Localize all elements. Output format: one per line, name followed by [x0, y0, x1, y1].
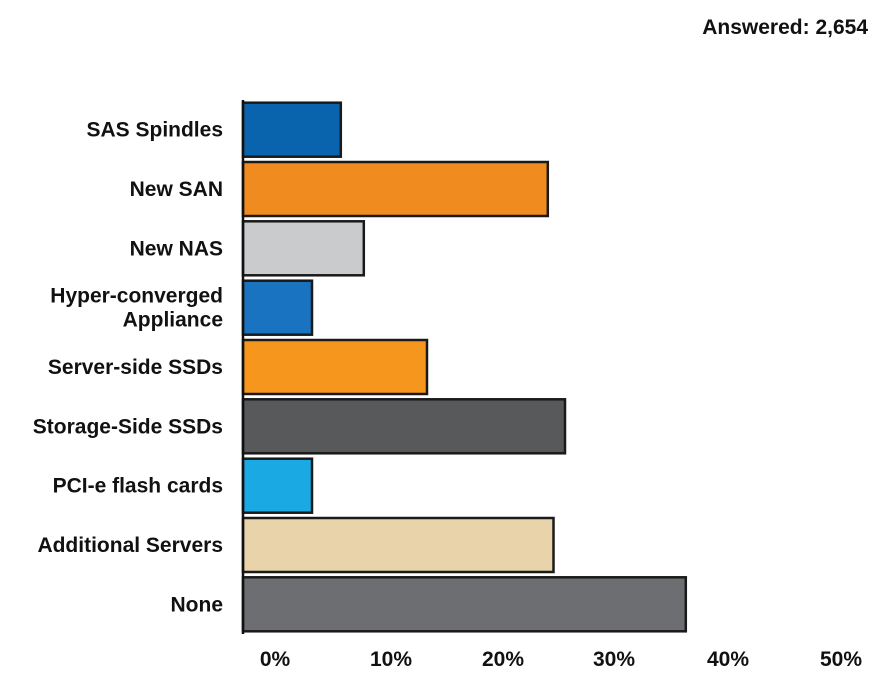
category-label-6: PCI-e flash cards — [53, 475, 223, 498]
category-label-0: SAS Spindles — [86, 119, 223, 142]
x-tick-label-2: 20% — [482, 648, 524, 671]
category-label-3: Hyper-converged Appliance — [50, 285, 223, 332]
category-label-8: None — [171, 593, 224, 616]
bar-2 — [241, 220, 366, 277]
answered-count: Answered: 2,654 — [702, 16, 868, 39]
x-tick-label-4: 40% — [707, 648, 749, 671]
bar-1 — [241, 160, 550, 218]
bar-7 — [241, 516, 555, 574]
x-tick-label-5: 50% — [820, 648, 862, 671]
bar-3 — [241, 279, 314, 336]
bar-8 — [241, 576, 688, 633]
bar-0 — [241, 101, 343, 158]
x-tick-label-3: 30% — [593, 648, 635, 671]
bar-4 — [241, 338, 429, 396]
category-label-7: Additional Servers — [37, 534, 223, 557]
x-tick-label-1: 10% — [370, 648, 412, 671]
category-label-5: Storage-Side SSDs — [33, 415, 223, 438]
bar-6 — [241, 457, 314, 514]
bar-5 — [241, 398, 567, 455]
category-label-4: Server-side SSDs — [48, 356, 223, 379]
category-label-2: New NAS — [130, 237, 223, 260]
x-tick-label-0: 0% — [260, 648, 291, 671]
category-label-1: New SAN — [130, 178, 223, 201]
